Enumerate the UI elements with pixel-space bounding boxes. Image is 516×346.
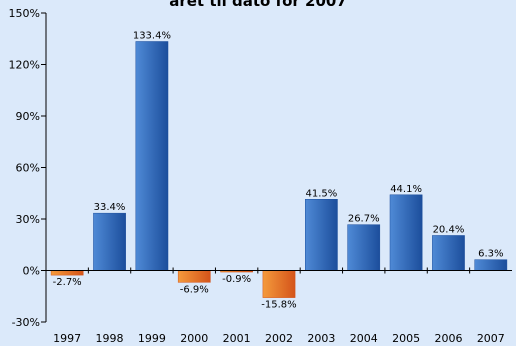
bar-1997 [50, 270, 84, 276]
bar-2003 [305, 199, 338, 271]
data-label-2004: 26.7% [348, 214, 380, 225]
y-tick-label: -30% [12, 316, 40, 329]
bar-2002 [262, 270, 296, 298]
bars: -2.7% 33.4% 133.4% -6.9% -0.9% -15.8% 41.5% 26.… [50, 30, 508, 311]
x-tick-label: 2001 [223, 332, 251, 345]
data-label-2007: 6.3% [478, 249, 503, 260]
data-label-1998: 33.4% [94, 202, 126, 213]
chart-title: aret til dato for 2007 [169, 0, 347, 10]
x-tick-label: 2004 [350, 332, 378, 345]
x-tick-label: 2006 [434, 332, 462, 345]
y-tick-label: 150% [9, 7, 40, 20]
x-tick-label: 1998 [96, 332, 124, 345]
x-tick-label: 1997 [53, 332, 81, 345]
bar-2006 [432, 235, 465, 271]
y-tick-label: 30% [16, 213, 40, 226]
x-tick-label: 2003 [307, 332, 335, 345]
bar-2007 [474, 259, 508, 271]
x-tick-label: 2005 [392, 332, 420, 345]
x-tick-label: 2002 [265, 332, 293, 345]
data-label-1999: 133.4% [133, 30, 171, 41]
data-label-2000: -6.9% [180, 284, 209, 295]
x-tick-label: 2000 [180, 332, 208, 345]
y-tick-label: 90% [16, 110, 40, 123]
bar-2000 [177, 270, 211, 283]
data-label-2006: 20.4% [433, 224, 465, 235]
data-label-1997: -2.7% [53, 277, 82, 288]
data-label-2001: -0.9% [222, 274, 251, 285]
data-label-2003: 41.5% [305, 188, 337, 199]
x-tick-label: 2007 [477, 332, 505, 345]
bar-2005 [389, 194, 423, 271]
x-tick-label: 1999 [138, 332, 166, 345]
data-label-2005: 44.1% [390, 184, 422, 195]
y-tick-label: 60% [16, 162, 40, 175]
bar-1999 [135, 41, 169, 271]
bar-1998 [93, 212, 126, 271]
x-axis: 1997 1998 1999 2000 2001 2002 2003 2004 2005 2006… [46, 267, 512, 345]
y-tick-label: 0% [23, 265, 40, 278]
y-tick-label: 120% [9, 59, 40, 72]
y-axis: -30% 0% 30% 60% 90% 120% 150% [9, 7, 47, 329]
data-label-2002: -15.8% [261, 300, 296, 311]
bar-2004 [347, 224, 381, 271]
